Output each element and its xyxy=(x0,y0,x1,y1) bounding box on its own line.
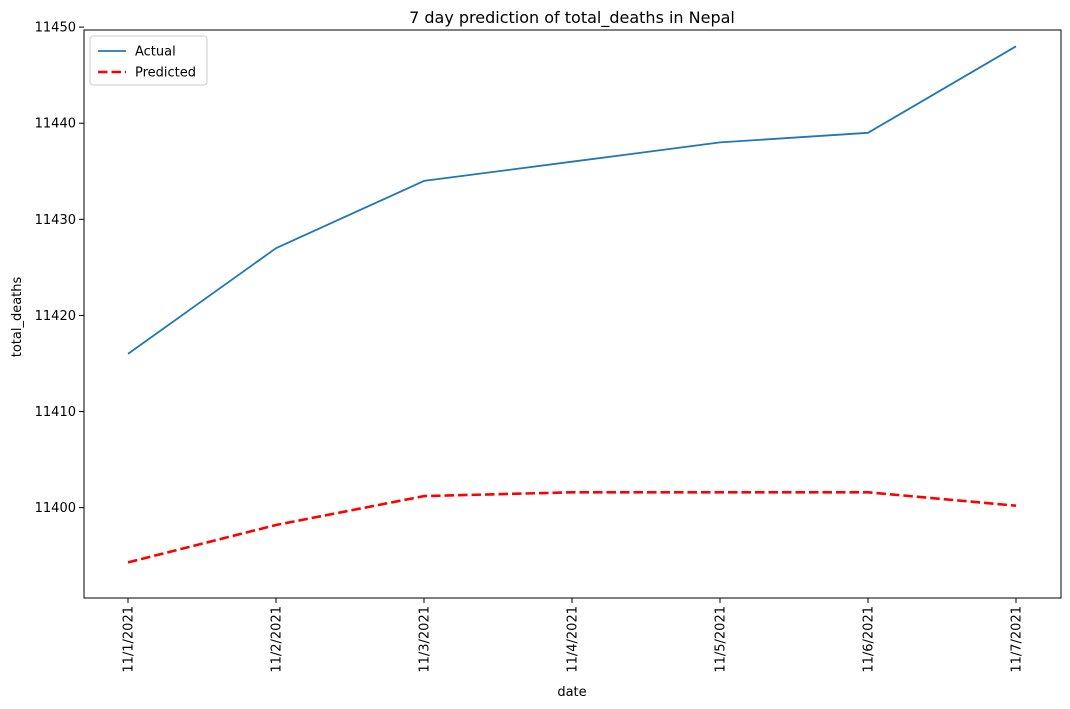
series-line-predicted xyxy=(127,490,1017,564)
chart-title: 7 day prediction of total_deaths in Nepa… xyxy=(409,8,735,28)
plot-frame xyxy=(83,29,1062,599)
y-tick-label: 11430 xyxy=(35,213,76,228)
y-tick-label: 11440 xyxy=(35,117,76,132)
y-axis-label: total_deaths xyxy=(10,277,25,358)
x-tick-label: 11/6/2021 xyxy=(862,606,877,673)
x-axis-label: date xyxy=(557,685,586,700)
x-tick-label: 11/2/2021 xyxy=(270,606,285,673)
y-tick-label: 11400 xyxy=(35,501,76,516)
legend-label-actual: Actual xyxy=(135,45,176,60)
y-tick-label: 11420 xyxy=(35,309,76,324)
x-tick-label: 11/5/2021 xyxy=(714,606,729,673)
x-tick-label: 11/7/2021 xyxy=(1010,606,1025,673)
x-tick-label: 11/4/2021 xyxy=(566,606,581,673)
plot-area: 11400 11410 11420 11430 11440 11450 11/1/2021 1… xyxy=(35,21,1062,673)
y-tick-label: 11410 xyxy=(35,405,76,420)
y-tick-label: 11450 xyxy=(35,21,76,36)
series-line-actual xyxy=(127,45,1017,355)
x-tick-label: 11/1/2021 xyxy=(122,606,137,673)
legend-label-predicted: Predicted xyxy=(135,66,196,81)
x-tick-label: 11/3/2021 xyxy=(418,606,433,673)
